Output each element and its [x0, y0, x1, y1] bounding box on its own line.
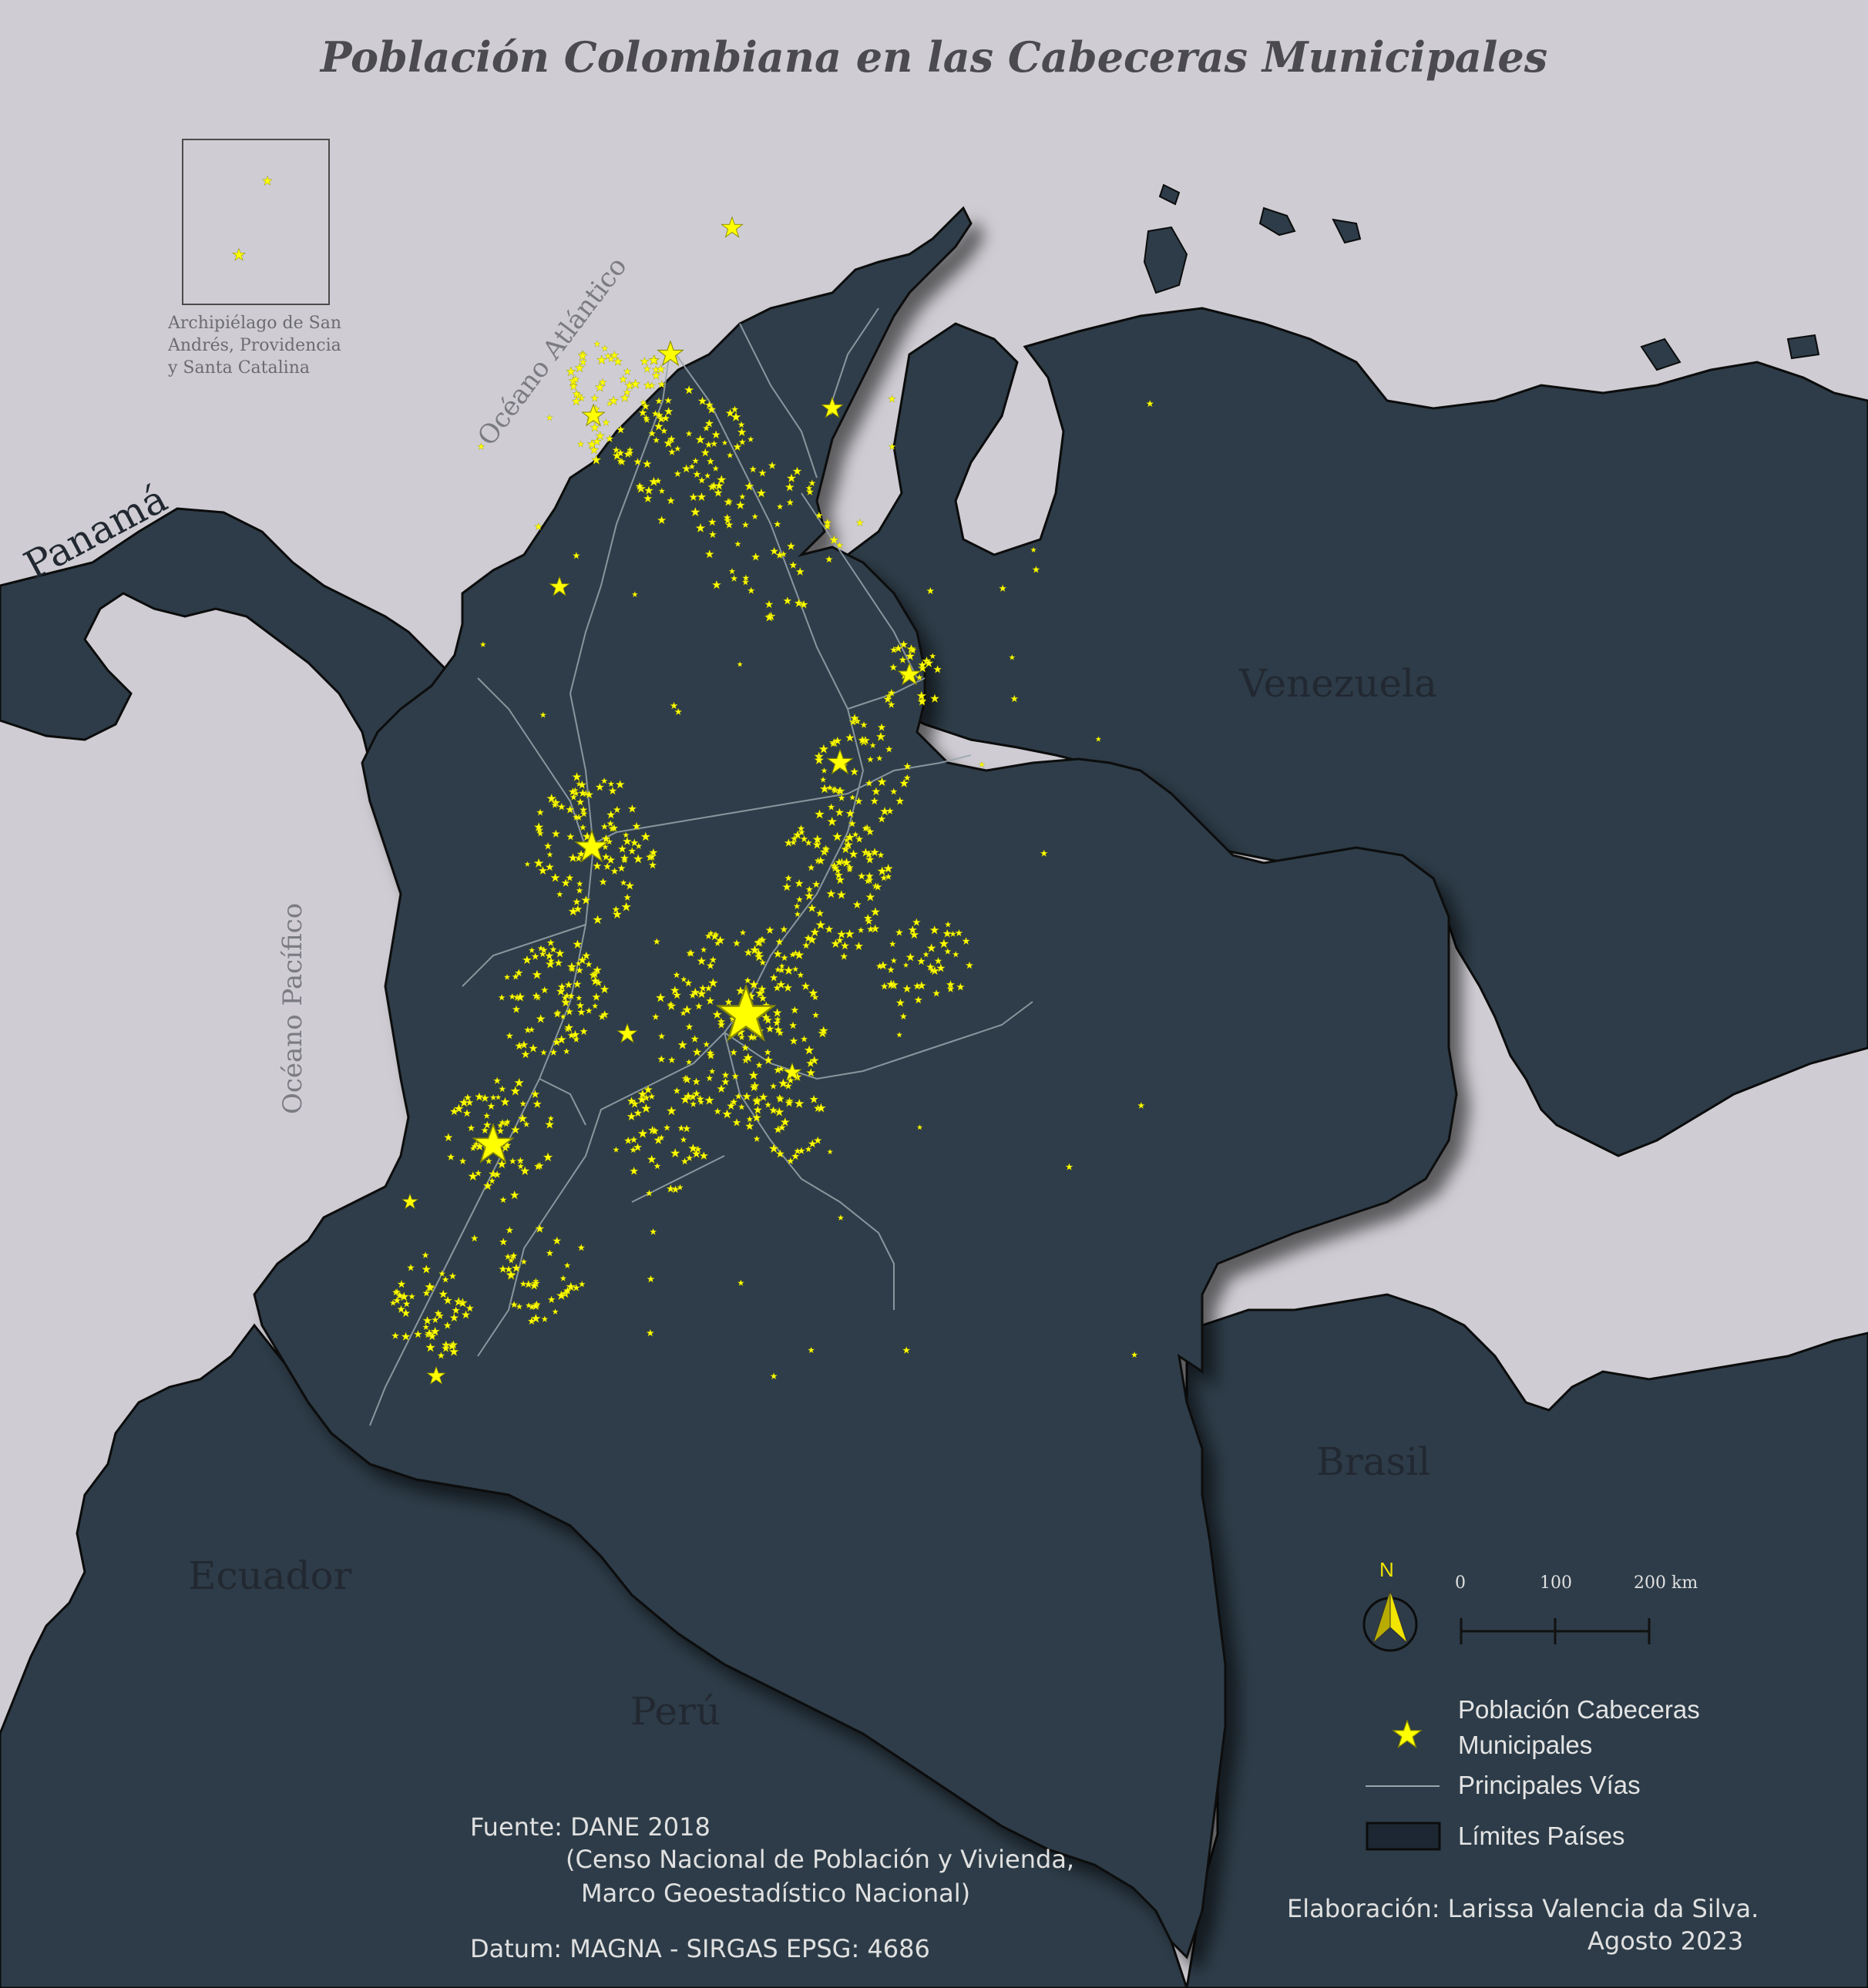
city-star	[721, 217, 743, 237]
scale-tick-200: 200 km	[1634, 1573, 1698, 1593]
north-arrow-label: N	[1379, 1558, 1394, 1581]
legend-population-line1: Población Cabeceras	[1458, 1695, 1700, 1724]
source-line1: Fuente: DANE 2018	[470, 1812, 711, 1842]
inset-label: Archipiélago de San Andrés, Providencia …	[168, 312, 353, 379]
legend-roads: Principales Vías	[1458, 1771, 1641, 1799]
source-line2: (Censo Nacional de Población y Vivienda,	[566, 1845, 1075, 1874]
credits-author: Elaboración: Larissa Valencia da Silva.	[1287, 1894, 1759, 1923]
town-star	[630, 378, 641, 389]
inset-label-line1: Archipiélago de San	[168, 314, 341, 333]
town-star	[888, 395, 896, 403]
label-ecuador: Ecuador	[188, 1553, 352, 1598]
inset-label-line3: y Santa Catalina	[168, 358, 310, 378]
town-star	[590, 394, 599, 402]
town-star	[623, 367, 632, 375]
source-datum: Datum: MAGNA - SIRGAS EPSG: 4686	[470, 1934, 930, 1963]
legend-population: Población Cabeceras Municipales	[1458, 1692, 1700, 1763]
inset-frame	[182, 139, 330, 305]
scale-tick-100: 100	[1540, 1573, 1572, 1593]
legend-population-line2: Municipales	[1458, 1731, 1593, 1759]
legend-boundary-box	[1366, 1822, 1441, 1851]
inset-label-line2: Andrés, Providencia	[168, 336, 341, 355]
town-star	[606, 400, 613, 407]
town-star	[613, 357, 623, 366]
brasil-shape	[1185, 1293, 1868, 1988]
town-star	[979, 761, 985, 767]
town-star	[643, 364, 651, 373]
caribbean-islands	[1143, 183, 1820, 371]
neighbour-countries	[0, 307, 1868, 1988]
town-star	[546, 414, 553, 421]
label-venezuela: Venezuela	[1239, 661, 1437, 706]
city-star	[657, 341, 684, 366]
town-star	[640, 357, 650, 366]
roads	[369, 307, 1033, 1426]
town-star	[601, 344, 609, 351]
town-star	[577, 440, 584, 448]
town-star	[619, 374, 628, 384]
town-star	[855, 519, 864, 526]
legend-boundaries: Límites Países	[1458, 1822, 1625, 1850]
north-arrow	[1362, 1590, 1418, 1652]
label-peru: Perú	[630, 1689, 721, 1734]
town-star	[477, 442, 485, 450]
town-star	[602, 418, 610, 426]
credits-date: Agosto 2023	[1587, 1926, 1744, 1956]
scale-bar	[1460, 1618, 1651, 1644]
source-line3: Marco Geoestadístico Nacional)	[581, 1879, 971, 1908]
panama-shape	[0, 507, 456, 765]
scale-tick-0: 0	[1455, 1573, 1466, 1593]
town-star	[574, 362, 585, 373]
label-pacific-ocean: Océano Pacífico	[277, 902, 308, 1114]
colombia-shape	[253, 206, 1458, 1959]
town-star	[596, 354, 607, 364]
town-star	[566, 366, 576, 376]
venezuela-shape	[800, 307, 1868, 1157]
label-brasil: Brasil	[1316, 1439, 1431, 1484]
map-title: Población Colombiana en las Cabeceras Mu…	[320, 32, 1548, 82]
town-star	[593, 341, 601, 348]
